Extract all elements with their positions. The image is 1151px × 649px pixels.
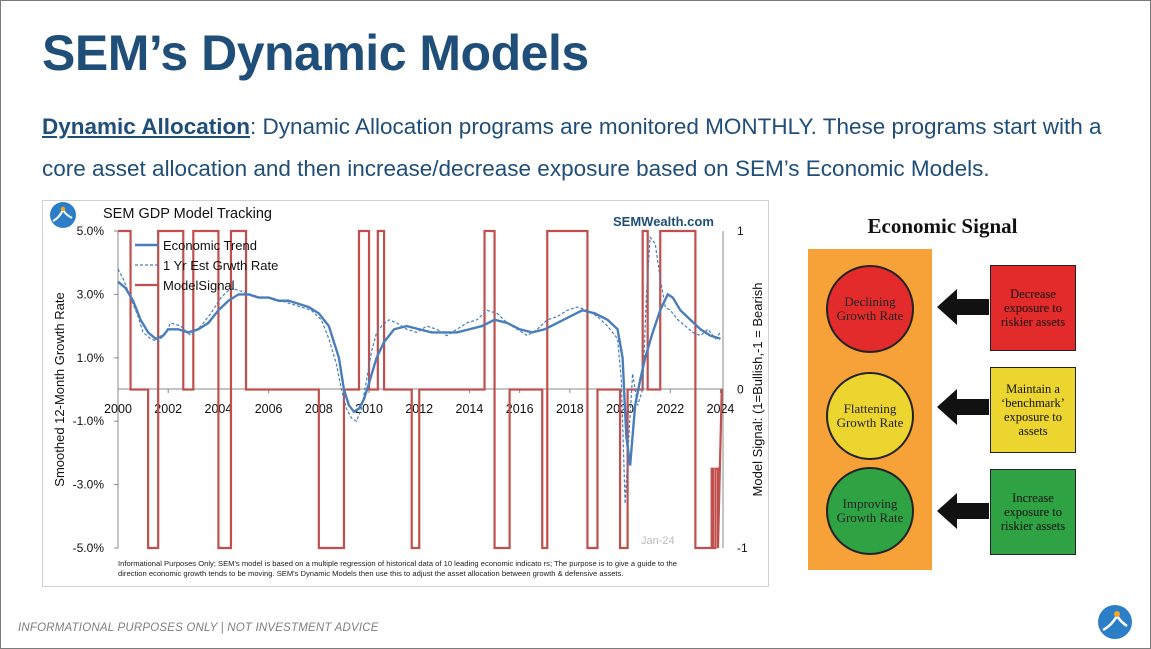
y2-tick-label: 1: [737, 224, 744, 238]
subtitle: Dynamic Allocation: Dynamic Allocation p…: [42, 106, 1122, 190]
x-tick-label: 2018: [556, 402, 584, 416]
sem-logo-icon: [50, 202, 76, 228]
y-tick-label: -3.0%: [73, 478, 105, 492]
action-maintain-box: Maintain a ‘benchmark’ exposure to asset…: [990, 367, 1076, 453]
y2-tick-label: 0: [737, 383, 744, 397]
y-tick-label: -5.0%: [73, 541, 105, 555]
chart-watermark: SEMWealth.com: [613, 214, 714, 229]
action-increase-box: Increase exposure to riskier assets: [990, 469, 1076, 555]
subtitle-text: : Dynamic Allocation programs are monito…: [42, 114, 1102, 181]
subtitle-lead: Dynamic Allocation: [42, 114, 250, 139]
x-tick-label: 2006: [255, 402, 283, 416]
page-title: SEM’s Dynamic Models: [42, 25, 589, 81]
light-flattening: Flattening Growth Rate: [826, 372, 914, 460]
x-tick-label: 2014: [456, 402, 484, 416]
x-tick-label: 2010: [355, 402, 383, 416]
arrow-left-icon: [937, 493, 989, 529]
arrow-left-icon: [937, 289, 989, 325]
y-tick-label: 3.0%: [77, 287, 105, 301]
gdp-chart: 5.0% 3.0% 1.0% -1.0% -3.0% -5.0% 1 0 -1 2000 2002 2…: [42, 200, 769, 587]
x-tick-label: 2022: [656, 402, 684, 416]
disclaimer-footer: INFORMATIONAL PURPOSES ONLY | NOT INVEST…: [18, 622, 379, 634]
economic-signal-title: Economic Signal: [867, 214, 1018, 238]
y-axis-label: Smoothed 12-Month Growth Rate: [52, 292, 67, 486]
x-tick-label: 2016: [506, 402, 534, 416]
light-improving: Improving Growth Rate: [826, 467, 914, 555]
sem-logo-icon: [1098, 605, 1132, 639]
action-decrease-box: Decrease exposure to riskier assets: [990, 265, 1076, 351]
x-tick-label: 2002: [154, 402, 182, 416]
chart-note-line1: Informational Purposes Only; SEM's model…: [118, 559, 677, 568]
y-tick-label: -1.0%: [73, 414, 105, 428]
chart-date-stamp: Jan-24: [641, 535, 675, 547]
series-economic-trend: [117, 280, 721, 466]
chart-note-line2: direction economic growth tends to be mo…: [118, 569, 623, 578]
chart-title: SEM GDP Model Tracking: [103, 206, 272, 222]
light-declining: Declining Growth Rate: [826, 265, 914, 353]
legend-entry: Economic Trend: [163, 238, 257, 253]
y-tick-label: 5.0%: [77, 224, 105, 238]
series-modelsignal: [118, 229, 723, 550]
x-tick-label: 2000: [104, 402, 132, 416]
y2-tick-label: -1: [737, 541, 748, 555]
gdp-chart-svg: 5.0% 3.0% 1.0% -1.0% -3.0% -5.0% 1 0 -1 2000 2002 2…: [50, 202, 765, 578]
y-tick-label: 1.0%: [77, 351, 105, 365]
arrow-left-icon: [937, 389, 989, 425]
legend-entry: 1 Yr Est Grwth Rate: [163, 258, 278, 273]
legend-entry: ModelSignal: [163, 278, 235, 293]
y2-axis-label: Model Signal: (1=Bullish,-1 = Bearish: [750, 283, 765, 497]
